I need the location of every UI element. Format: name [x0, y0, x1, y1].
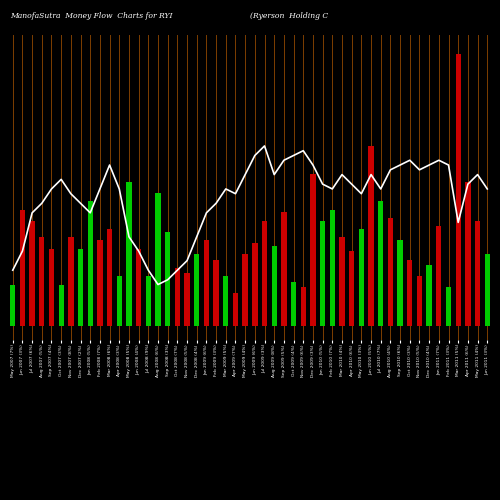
Bar [39, 238, 44, 326]
Bar [116, 276, 122, 326]
Bar [30, 221, 35, 326]
Bar [223, 276, 228, 326]
Bar [49, 248, 54, 326]
Bar [300, 288, 306, 326]
Bar [358, 229, 364, 326]
Bar [417, 276, 422, 326]
Bar [233, 293, 238, 326]
Bar [475, 221, 480, 326]
Bar [184, 274, 190, 326]
Bar [20, 210, 25, 326]
Bar [310, 174, 316, 326]
Text: ManofaSutra  Money Flow  Charts for RYI: ManofaSutra Money Flow Charts for RYI [10, 12, 172, 20]
Bar [97, 240, 102, 326]
Bar [446, 288, 451, 326]
Bar [320, 221, 326, 326]
Bar [340, 238, 344, 326]
Bar [465, 182, 470, 326]
Bar [330, 210, 335, 326]
Bar [349, 252, 354, 326]
Bar [88, 202, 93, 326]
Bar [388, 218, 393, 326]
Bar [165, 232, 170, 326]
Bar [78, 248, 83, 326]
Bar [407, 260, 412, 326]
Bar [484, 254, 490, 326]
Bar [136, 248, 141, 326]
Bar [378, 202, 384, 326]
Bar [436, 226, 442, 326]
Bar [291, 282, 296, 326]
Bar [126, 182, 132, 326]
Bar [252, 243, 258, 326]
Bar [107, 229, 112, 326]
Bar [68, 238, 73, 326]
Bar [426, 265, 432, 326]
Bar [242, 254, 248, 326]
Bar [194, 254, 200, 326]
Bar [456, 54, 461, 326]
Bar [174, 268, 180, 326]
Bar [272, 246, 277, 326]
Bar [10, 284, 16, 326]
Bar [146, 276, 151, 326]
Bar [156, 193, 160, 326]
Bar [281, 212, 286, 326]
Bar [58, 284, 64, 326]
Bar [368, 146, 374, 326]
Bar [204, 240, 209, 326]
Bar [262, 221, 267, 326]
Text: (Ryerson  Holding C: (Ryerson Holding C [250, 12, 328, 20]
Bar [214, 260, 219, 326]
Bar [398, 240, 403, 326]
